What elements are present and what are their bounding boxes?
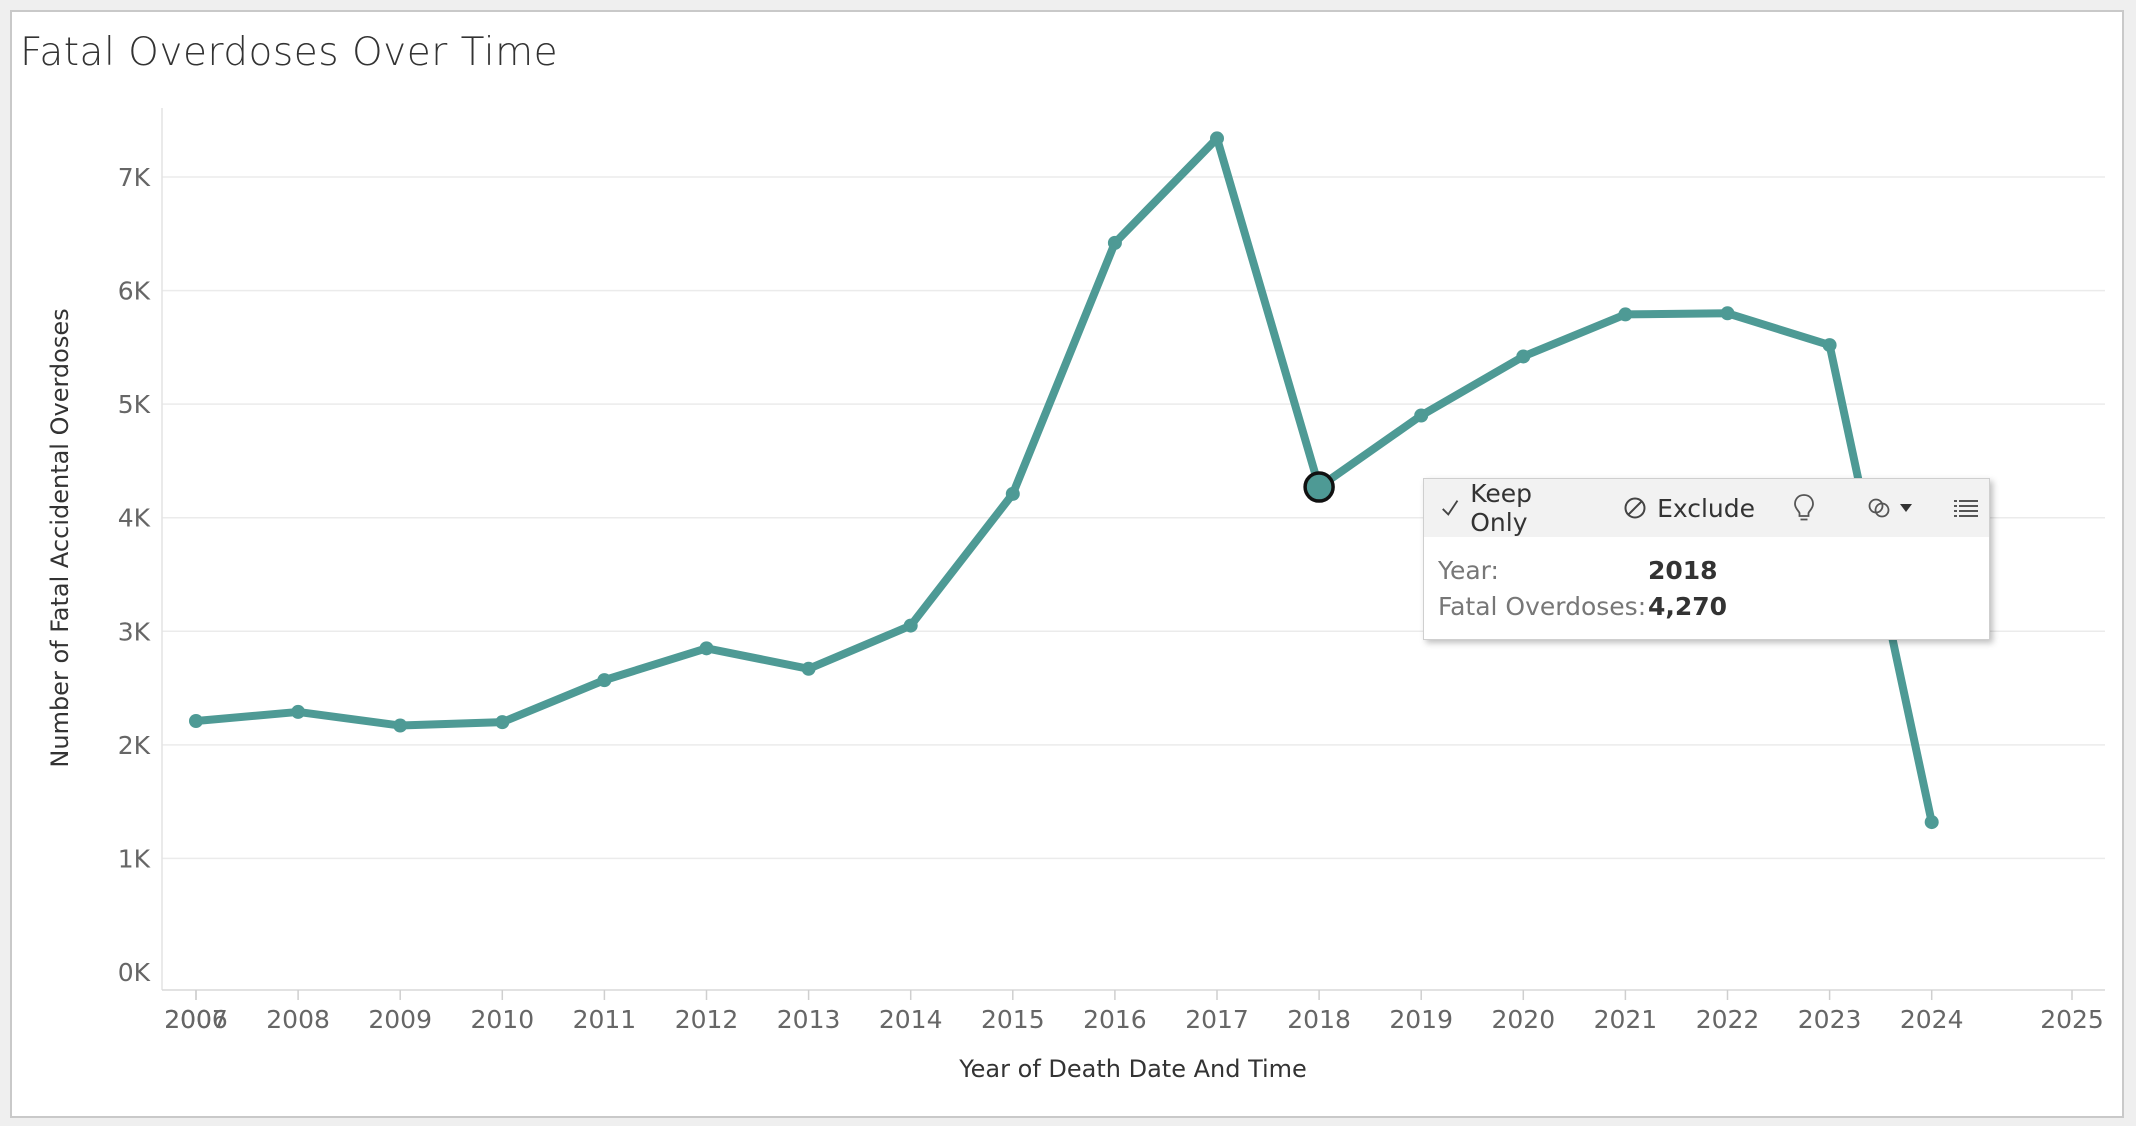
data-point[interactable]	[1210, 131, 1224, 146]
x-tick-label: 2022	[1696, 1005, 1760, 1034]
y-tick-label: 2K	[118, 731, 151, 760]
tooltip: Keep Only Exclude	[1423, 478, 1990, 640]
tooltip-row-year: Year: 2018	[1438, 553, 1975, 589]
data-point[interactable]	[1107, 235, 1122, 250]
data-point[interactable]	[801, 661, 816, 676]
x-tick-label: 2017	[1185, 1005, 1249, 1034]
view-data-button[interactable]	[1953, 498, 1989, 518]
data-point[interactable]	[1516, 349, 1531, 364]
x-tick-label: 2013	[777, 1005, 841, 1034]
explain-data-button[interactable]	[1793, 493, 1825, 523]
keep-only-button[interactable]: Keep Only	[1440, 479, 1587, 537]
tooltip-toolbar: Keep Only Exclude	[1424, 479, 1989, 537]
data-point[interactable]	[1005, 486, 1020, 501]
x-axis-title: Year of Death Date And Time	[958, 1055, 1307, 1083]
data-point[interactable]	[1822, 338, 1837, 353]
tooltip-year-key: Year:	[1438, 556, 1499, 585]
x-tick-label: 2015	[981, 1005, 1045, 1034]
group-members-button[interactable]	[1867, 496, 1923, 520]
x-tick-label: 2016	[1083, 1005, 1147, 1034]
x-tick-label: 2007	[164, 1005, 228, 1034]
data-point[interactable]	[903, 618, 918, 633]
data-point[interactable]	[393, 718, 408, 733]
x-tick-label: 2006	[164, 1005, 228, 1034]
y-tick-label: 3K	[118, 617, 151, 646]
y-axis-title: Number of Fatal Accidental Overdoses	[46, 308, 74, 767]
chart-title: Fatal Overdoses Over Time	[20, 30, 559, 75]
data-point[interactable]	[189, 714, 203, 729]
data-point[interactable]	[291, 704, 306, 719]
x-tick-label: 2012	[675, 1005, 739, 1034]
x-tick-label: 2008	[266, 1005, 330, 1034]
data-point[interactable]	[1924, 815, 1939, 830]
highlighted-data-point[interactable]	[1303, 471, 1335, 503]
x-tick-label: 2009	[368, 1005, 432, 1034]
x-tick-label: 2018	[1287, 1005, 1351, 1034]
exclude-icon	[1624, 497, 1646, 519]
x-tick-label: 2024	[1900, 1005, 1964, 1034]
x-tick-label: 2014	[879, 1005, 943, 1034]
x-tick-label: 2010	[470, 1005, 534, 1034]
data-point[interactable]	[1414, 408, 1429, 423]
tooltip-body: Year: 2018 Fatal Overdoses: 4,270	[1424, 537, 1989, 641]
y-tick-label: 5K	[118, 390, 151, 419]
y-tick-label: 1K	[118, 844, 151, 873]
tooltip-year-value: 2018	[1648, 556, 1718, 585]
tooltip-overdoses-value: 4,270	[1648, 592, 1728, 621]
y-tick-label: 7K	[118, 163, 151, 192]
keep-only-label: Keep Only	[1470, 479, 1533, 537]
series-line	[192, 134, 1936, 827]
check-icon	[1442, 500, 1459, 516]
chevron-down-icon	[1900, 504, 1912, 512]
data-point[interactable]	[1618, 307, 1633, 322]
data-point[interactable]	[1720, 306, 1735, 321]
x-tick-label: 2025	[2040, 1005, 2104, 1034]
group-icon	[1868, 498, 1890, 518]
data-point[interactable]	[495, 715, 510, 730]
data-point[interactable]	[699, 641, 714, 656]
tooltip-row-overdoses: Fatal Overdoses: 4,270	[1438, 589, 1975, 625]
x-tick-label: 2020	[1491, 1005, 1555, 1034]
y-tick-label: 4K	[118, 504, 151, 533]
x-tick-label: 2023	[1798, 1005, 1862, 1034]
lightbulb-icon	[1794, 494, 1814, 521]
tooltip-overdoses-key: Fatal Overdoses:	[1438, 592, 1647, 621]
y-tick-label: 0K	[118, 958, 151, 987]
x-tick-label: 2019	[1389, 1005, 1453, 1034]
exclude-button[interactable]: Exclude	[1623, 494, 1755, 523]
exclude-label: Exclude	[1657, 493, 1755, 523]
y-tick-label: 6K	[118, 277, 151, 306]
table-icon	[1954, 500, 1978, 517]
x-tick-label: 2021	[1594, 1005, 1658, 1034]
x-tick-label: 2011	[573, 1005, 637, 1034]
data-point[interactable]	[597, 673, 612, 688]
